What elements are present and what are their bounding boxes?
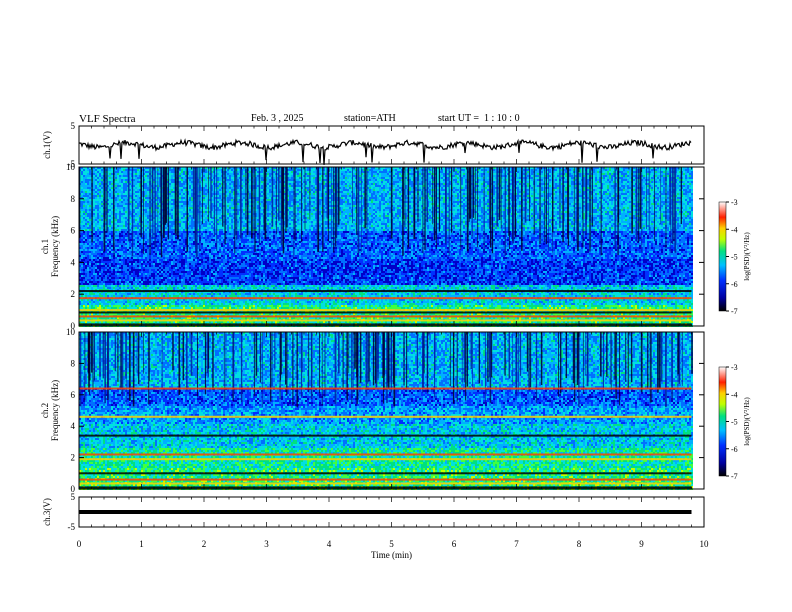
band-line — [79, 315, 692, 317]
x-tick-label: 4 — [327, 539, 332, 549]
y-tick-label: -5 — [68, 522, 76, 532]
band-line — [79, 458, 692, 460]
y-axis-label: ch.2 — [40, 403, 50, 418]
y-axis-label: ch.3(V) — [42, 498, 52, 526]
band-line — [79, 483, 692, 485]
colorbar — [719, 202, 726, 311]
band-line — [79, 323, 692, 325]
band-line — [79, 388, 692, 390]
x-tick-label: 2 — [202, 539, 207, 549]
y-tick-label: 10 — [66, 327, 76, 337]
y-tick-label: 5 — [71, 121, 76, 131]
band-line — [79, 309, 692, 311]
colorbar-label: log(PSD)(V²/Hz) — [743, 397, 751, 446]
colorbar-tick-label: -3 — [731, 198, 738, 207]
band-line — [79, 435, 692, 437]
band-line — [79, 297, 692, 299]
x-tick-label: 10 — [700, 539, 710, 549]
colorbar-label: log(PSD)(V²/Hz) — [743, 232, 751, 281]
y-axis-label: Frequency (kHz) — [50, 216, 60, 277]
x-tick-label: 0 — [77, 539, 82, 549]
colorbar-tick-label: -4 — [731, 390, 738, 399]
x-tick-label: 6 — [452, 539, 457, 549]
band-line — [79, 453, 692, 455]
colorbar-tick-label: -3 — [731, 363, 738, 372]
x-tick-label: 1 — [139, 539, 144, 549]
y-tick-label: 6 — [71, 226, 76, 236]
y-tick-label: 2 — [71, 289, 76, 299]
x-tick-label: 9 — [639, 539, 644, 549]
colorbar-tick-label: -5 — [731, 253, 738, 262]
colorbar-tick-label: -7 — [731, 472, 738, 481]
y-tick-label: 6 — [71, 390, 76, 400]
band-line — [79, 486, 692, 488]
waveform-trace — [79, 140, 691, 165]
y-axis-label: Frequency (kHz) — [50, 380, 60, 441]
ch2-spectrogram — [79, 332, 729, 490]
colorbar-tick-label: -5 — [731, 418, 738, 427]
ch1-spectrogram — [79, 167, 729, 327]
x-tick-label: 7 — [514, 539, 519, 549]
band-line — [79, 416, 692, 418]
colorbar-tick-label: -6 — [731, 445, 738, 454]
band-line — [79, 472, 692, 474]
x-tick-label: 3 — [264, 539, 269, 549]
band-line — [79, 479, 692, 481]
band-line — [79, 290, 692, 292]
y-tick-label: 2 — [71, 453, 76, 463]
colorbar-tick-label: -4 — [731, 225, 738, 234]
waveform-trace — [79, 510, 692, 514]
band-line — [79, 319, 692, 321]
colorbar-tick-label: -7 — [731, 307, 738, 316]
y-tick-label: 8 — [71, 194, 76, 204]
x-tick-label: 5 — [389, 539, 394, 549]
y-tick-label: 5 — [71, 492, 76, 502]
y-axis-label: ch.1(V) — [42, 131, 52, 159]
y-tick-label: 4 — [71, 257, 76, 267]
x-tick-label: 8 — [577, 539, 582, 549]
y-tick-label: 8 — [71, 358, 76, 368]
vlf-figure: 5-5ch.1(V)0246810ch.1 Frequency (kHz)-3-4… — [0, 0, 792, 612]
colorbar — [719, 367, 726, 476]
y-tick-label: 10 — [66, 162, 76, 172]
y-tick-label: 4 — [71, 421, 76, 431]
y-axis-label: ch.1 — [40, 239, 50, 254]
band-line — [79, 311, 692, 313]
colorbar-tick-label: -6 — [731, 280, 738, 289]
x-axis-label: Time (min) — [371, 550, 412, 560]
